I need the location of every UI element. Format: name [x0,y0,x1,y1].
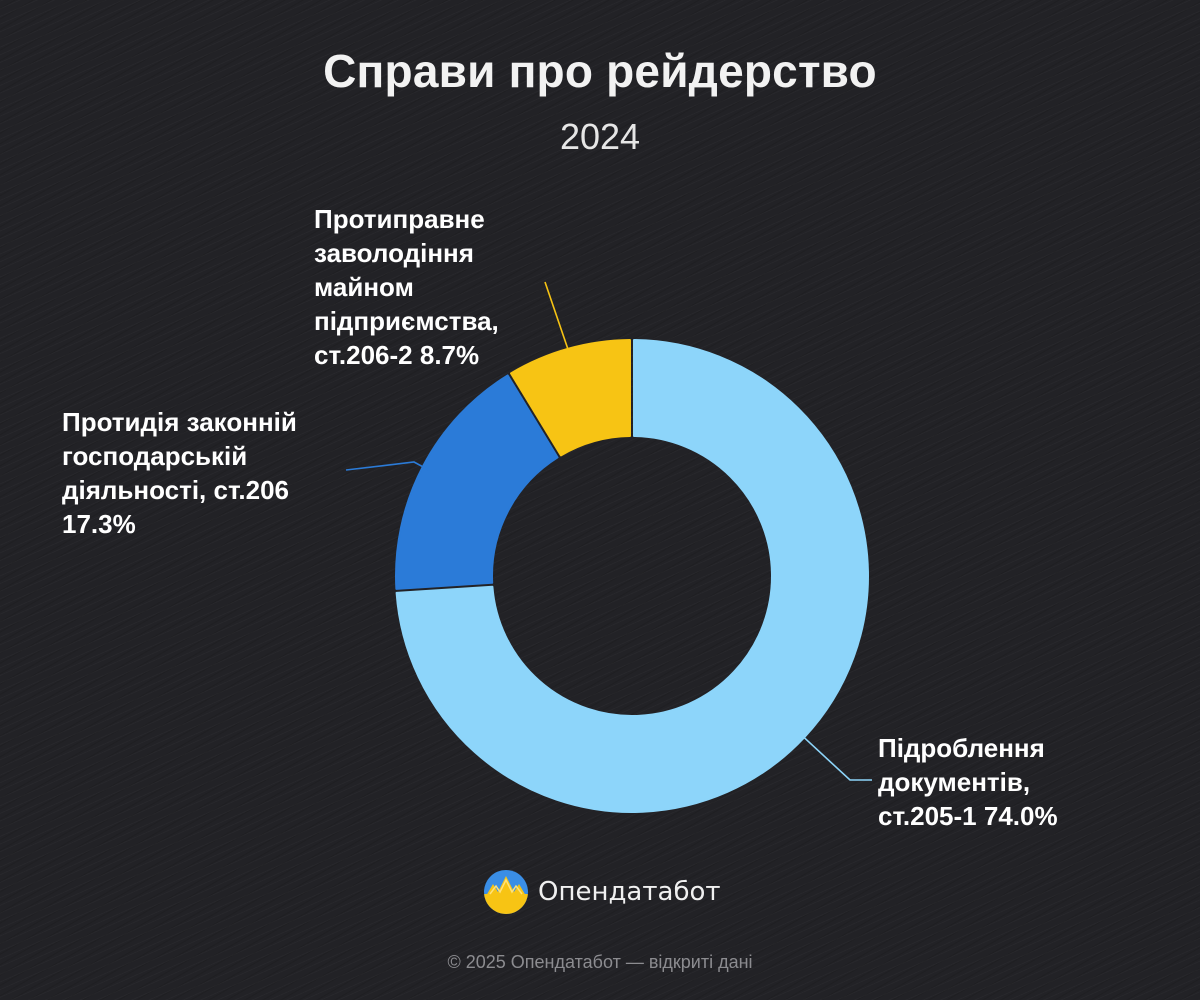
opendatabot-logo-icon [484,870,528,914]
leader-line-property-seizure [544,281,572,357]
chart-title: Справи про рейдерство [323,45,877,97]
slice-property-seizure [510,339,631,457]
brand-name: Опендатабот [538,877,721,907]
slice-obstruction-business [395,374,559,590]
slice-label-obstruction-business: Протидія законній господарській діяльнос… [62,407,297,539]
slice-document-forgery [395,339,869,813]
slice-label-property-seizure: Протиправне заволодіння майном підприємс… [314,204,499,370]
slice-label-document-forgery: Підроблення документів, ст.205-1 74.0% [878,733,1058,831]
leader-line-obstruction-business [345,461,431,472]
chart-subtitle: 2024 [559,116,641,157]
brand-block: Опендатабот [484,870,721,914]
copyright-footer: © 2025 Опендатабот — відкриті дані [447,952,753,972]
leader-line-document-forgery [797,731,872,781]
